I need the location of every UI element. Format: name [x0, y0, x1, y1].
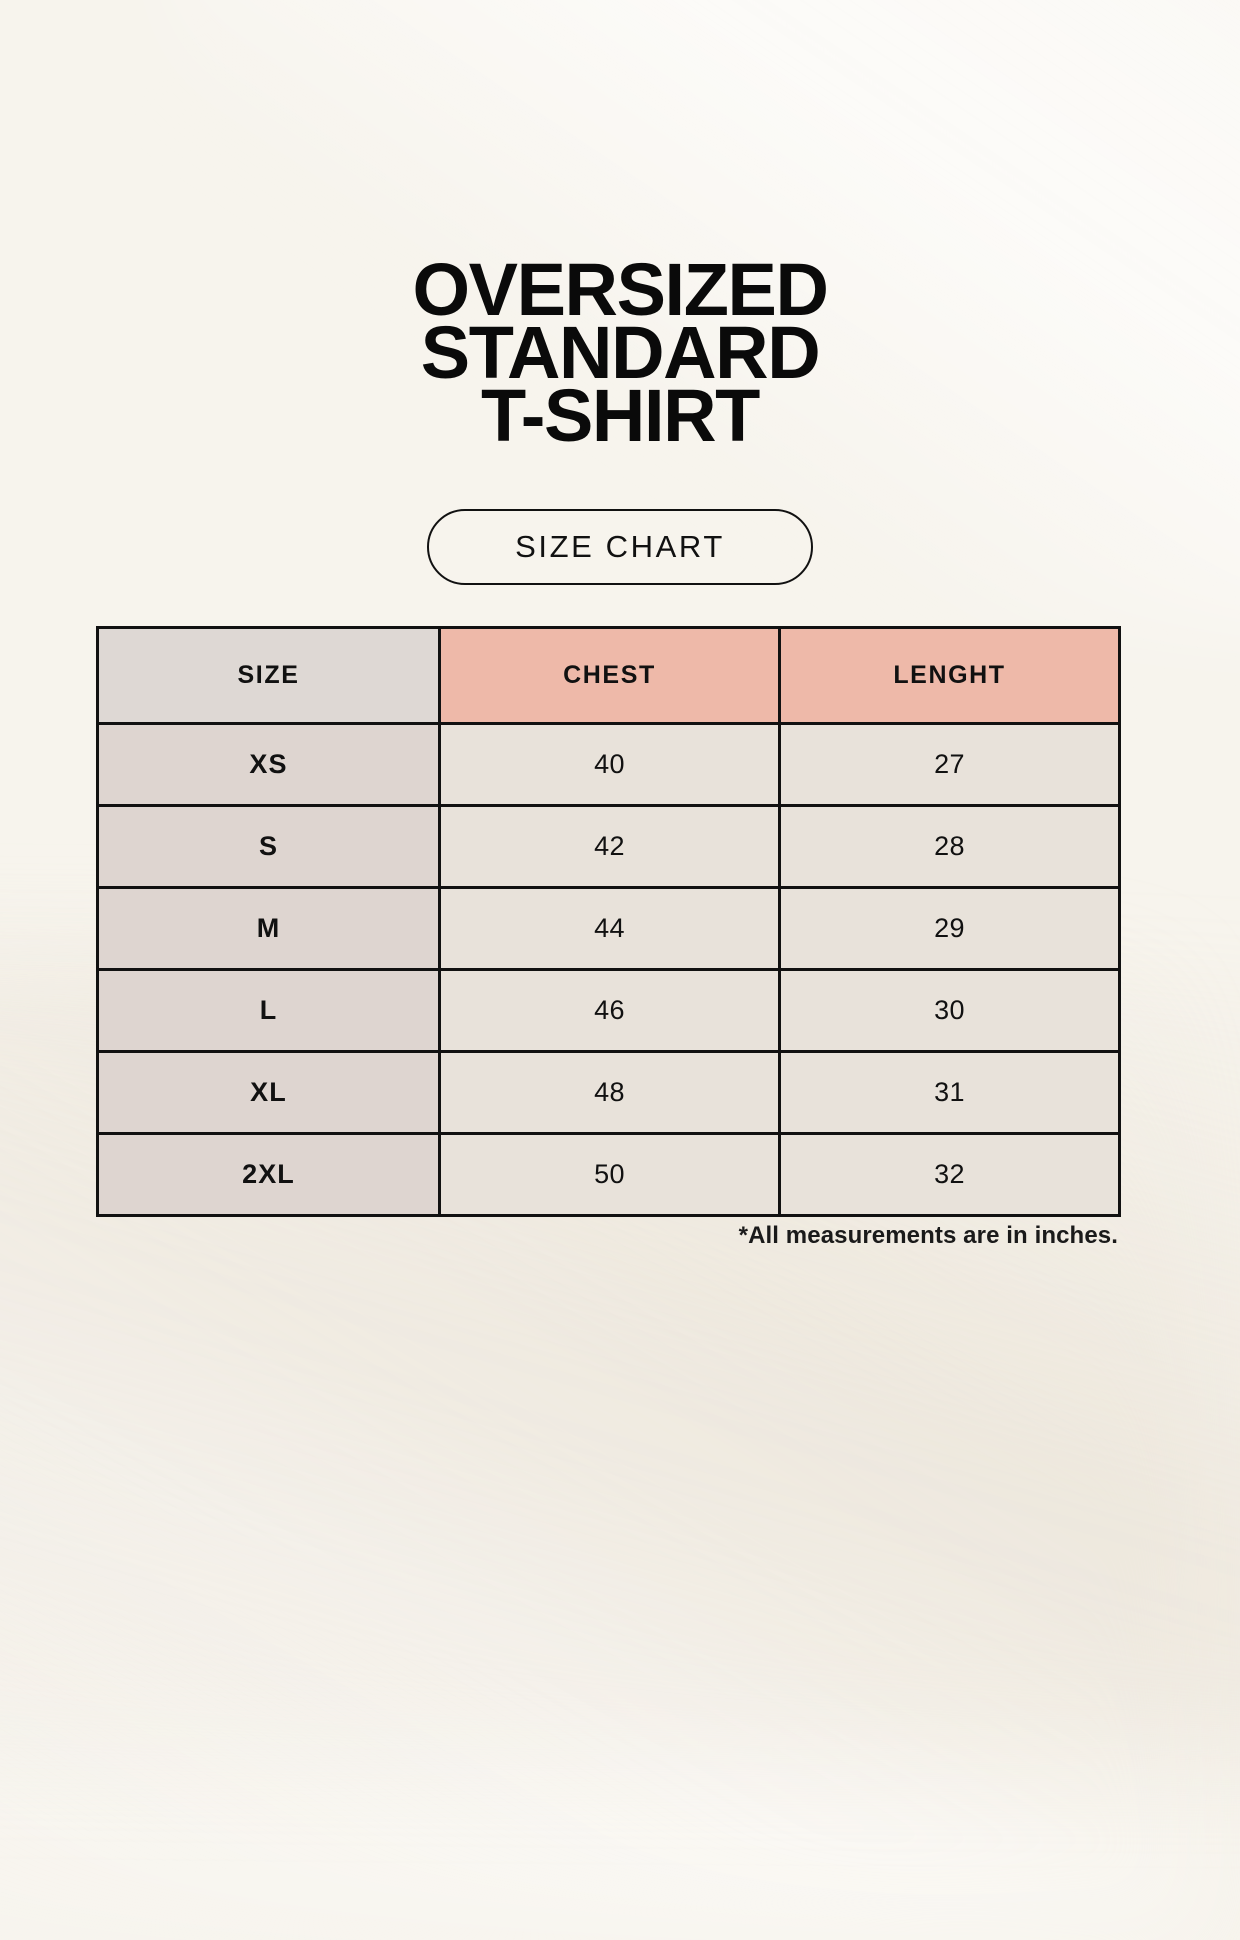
cell-chest: 50 — [438, 1132, 781, 1217]
cell-size: L — [96, 968, 441, 1053]
table-row: XS 40 27 — [96, 722, 1121, 807]
size-chart-table-container: SIZE CHEST LENGHT XS 40 27 S 42 28 M — [96, 626, 1121, 1217]
cell-chest: 42 — [438, 804, 781, 889]
table-body: XS 40 27 S 42 28 M 44 29 L 46 30 — [96, 722, 1121, 1217]
cell-size: 2XL — [96, 1132, 441, 1217]
table-row: XL 48 31 — [96, 1050, 1121, 1135]
size-chart-page: OVERSIZED STANDARD T-SHIRT SIZE CHART SI… — [0, 253, 1240, 1249]
table-header: SIZE CHEST LENGHT — [96, 626, 1121, 725]
column-header-length: LENGHT — [778, 626, 1121, 725]
cell-length: 31 — [778, 1050, 1121, 1135]
cell-chest: 40 — [438, 722, 781, 807]
cell-length: 29 — [778, 886, 1121, 971]
column-header-chest: CHEST — [438, 626, 781, 725]
cell-length: 27 — [778, 722, 1121, 807]
table-header-row: SIZE CHEST LENGHT — [96, 626, 1121, 725]
cell-chest: 48 — [438, 1050, 781, 1135]
cell-size: S — [96, 804, 441, 889]
table-row: 2XL 50 32 — [96, 1132, 1121, 1217]
cell-size: XS — [96, 722, 441, 807]
size-chart-badge: SIZE CHART — [427, 509, 813, 585]
cell-chest: 46 — [438, 968, 781, 1053]
size-chart-badge-container: SIZE CHART — [0, 509, 1240, 585]
page-title-line-3: T-SHIRT — [481, 374, 760, 457]
cell-length: 32 — [778, 1132, 1121, 1217]
table-row: L 46 30 — [96, 968, 1121, 1053]
cell-size: XL — [96, 1050, 441, 1135]
cell-size: M — [96, 886, 441, 971]
cell-chest: 44 — [438, 886, 781, 971]
table-row: S 42 28 — [96, 804, 1121, 889]
column-header-size: SIZE — [96, 626, 441, 725]
cell-length: 30 — [778, 968, 1121, 1053]
size-chart-table: SIZE CHEST LENGHT XS 40 27 S 42 28 M — [96, 626, 1121, 1217]
page-title: OVERSIZED STANDARD T-SHIRT — [0, 253, 1240, 457]
measurement-note: *All measurements are in inches. — [738, 1222, 1118, 1249]
cell-length: 28 — [778, 804, 1121, 889]
table-row: M 44 29 — [96, 886, 1121, 971]
